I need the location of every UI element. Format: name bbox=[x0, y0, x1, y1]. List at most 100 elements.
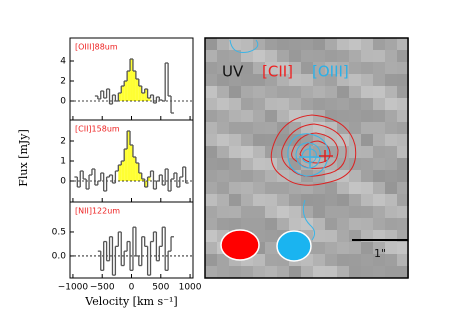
image-pixel bbox=[349, 146, 361, 158]
image-pixel bbox=[397, 38, 409, 50]
image-pixel bbox=[385, 194, 397, 206]
image-pixel bbox=[361, 146, 373, 158]
image-pixel bbox=[361, 218, 373, 230]
image-pixel bbox=[373, 50, 385, 62]
image-pixel bbox=[373, 242, 385, 254]
image-pixel bbox=[373, 122, 385, 134]
image-pixel bbox=[349, 254, 361, 266]
image-pixel bbox=[217, 170, 229, 182]
image-pixel bbox=[229, 170, 241, 182]
image-pixel bbox=[325, 218, 337, 230]
image-pixel bbox=[349, 98, 361, 110]
image-pixel bbox=[265, 230, 277, 242]
image-pixel bbox=[229, 206, 241, 218]
image-pixel bbox=[265, 86, 277, 98]
image-pixel bbox=[361, 86, 373, 98]
image-pixel bbox=[253, 50, 265, 62]
image-pixel bbox=[361, 74, 373, 86]
y-tick-label: 2 bbox=[60, 77, 66, 87]
image-pixel bbox=[229, 62, 241, 74]
image-pixel bbox=[205, 206, 217, 218]
image-pixel bbox=[397, 86, 409, 98]
image-pixel bbox=[349, 38, 361, 50]
highlight-bar bbox=[138, 86, 142, 101]
image-pixel bbox=[385, 110, 397, 122]
image-pixel bbox=[337, 266, 349, 278]
image-pixel bbox=[289, 158, 301, 170]
image-pixel bbox=[217, 254, 229, 266]
image-pixel bbox=[217, 122, 229, 134]
highlight-bar bbox=[121, 86, 125, 101]
image-pixel bbox=[313, 254, 325, 266]
spectrum-panel: 0 2 4 [OIII]88um bbox=[60, 37, 194, 121]
image-pixel bbox=[241, 38, 253, 50]
image-pixel bbox=[253, 254, 265, 266]
image-pixel bbox=[277, 50, 289, 62]
image-pixel bbox=[277, 194, 289, 206]
image-pixel bbox=[253, 86, 265, 98]
highlight-bar bbox=[124, 81, 128, 101]
image-pixel bbox=[217, 158, 229, 170]
image-pixel bbox=[241, 122, 253, 134]
image-pixel bbox=[313, 38, 325, 50]
image-pixel bbox=[229, 182, 241, 194]
highlight-bar bbox=[135, 79, 139, 101]
image-pixel bbox=[373, 254, 385, 266]
image-pixel bbox=[301, 74, 313, 86]
image-pixel bbox=[241, 146, 253, 158]
image-pixel bbox=[277, 98, 289, 110]
image-pixel bbox=[349, 266, 361, 278]
cii-label: [CII] bbox=[262, 63, 293, 81]
image-pixel bbox=[385, 38, 397, 50]
image-pixel bbox=[205, 170, 217, 182]
image-pixel bbox=[337, 170, 349, 182]
image-pixel bbox=[361, 50, 373, 62]
image-pixel bbox=[217, 134, 229, 146]
image-pixel bbox=[253, 38, 265, 50]
image-pixel bbox=[253, 206, 265, 218]
image-pixel bbox=[241, 182, 253, 194]
image-pixel bbox=[289, 134, 301, 146]
image-pixel bbox=[349, 74, 361, 86]
image-pixel bbox=[229, 110, 241, 122]
image-pixel bbox=[397, 182, 409, 194]
image-pixel bbox=[385, 146, 397, 158]
image-pixel bbox=[229, 266, 241, 278]
image-pixel bbox=[289, 146, 301, 158]
image-pixel bbox=[265, 62, 277, 74]
image-pixel bbox=[325, 254, 337, 266]
image-pixel bbox=[349, 242, 361, 254]
image-pixel bbox=[337, 242, 349, 254]
image-pixel bbox=[253, 62, 265, 74]
image-pixel bbox=[337, 86, 349, 98]
image-pixel bbox=[313, 134, 325, 146]
panel-label: [NII]122um bbox=[75, 207, 120, 216]
image-pixel bbox=[253, 134, 265, 146]
image-pixel bbox=[265, 50, 277, 62]
image-pixel bbox=[373, 218, 385, 230]
image-pixel bbox=[397, 170, 409, 182]
x-tick-label: −1000 bbox=[58, 283, 89, 293]
image-pixel bbox=[265, 122, 277, 134]
image-pixel bbox=[349, 206, 361, 218]
image-pixel bbox=[289, 194, 301, 206]
image-pixel bbox=[277, 146, 289, 158]
image-pixel bbox=[397, 74, 409, 86]
image-pixel bbox=[265, 182, 277, 194]
image-pixel bbox=[313, 230, 325, 242]
image-pixel bbox=[373, 110, 385, 122]
image-pixel bbox=[277, 62, 289, 74]
image-pixel bbox=[313, 74, 325, 86]
x-tick-label: 1000 bbox=[179, 283, 202, 293]
image-pixel bbox=[325, 38, 337, 50]
image-pixel bbox=[217, 194, 229, 206]
image-pixel bbox=[277, 266, 289, 278]
image-pixel bbox=[277, 38, 289, 50]
image-pixel bbox=[361, 182, 373, 194]
image-pixel bbox=[241, 170, 253, 182]
image-pixel bbox=[301, 98, 313, 110]
image-pixel bbox=[253, 158, 265, 170]
image-pixel bbox=[337, 194, 349, 206]
highlight-bar bbox=[130, 59, 133, 101]
